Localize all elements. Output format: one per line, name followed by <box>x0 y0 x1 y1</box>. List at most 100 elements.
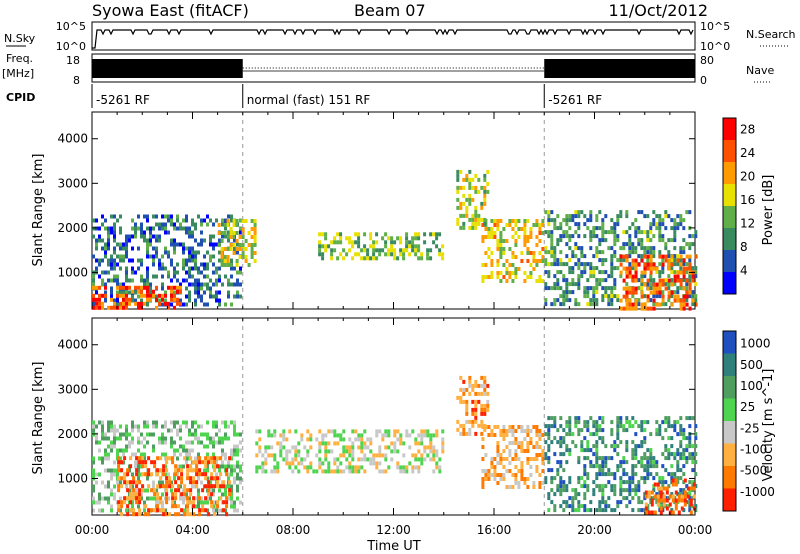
heat-cell <box>483 423 487 428</box>
heat-cell <box>146 242 149 247</box>
heat-cell <box>233 476 236 481</box>
heat-cell <box>514 231 518 235</box>
heat-cell <box>486 399 490 404</box>
heat-cell <box>580 428 584 433</box>
heat-cell <box>354 437 358 442</box>
heat-cell <box>487 477 491 481</box>
heat-cell <box>197 270 200 275</box>
velocity-colorbar-swatch <box>723 331 736 354</box>
heat-cell <box>673 424 677 429</box>
heat-cell <box>189 500 193 505</box>
heat-cell <box>117 488 121 493</box>
heat-cell <box>110 492 113 497</box>
heat-cell <box>637 302 641 307</box>
heat-cell <box>529 473 533 477</box>
heat-cell <box>171 484 175 489</box>
heat-cell <box>420 437 424 442</box>
x-tick-label: 00:00 <box>75 523 110 537</box>
heat-cell <box>541 461 545 465</box>
heat-cell <box>544 440 548 445</box>
heat-cell <box>523 481 527 485</box>
beam-title: Beam 07 <box>354 1 426 20</box>
heat-cell <box>220 255 224 259</box>
heat-cell <box>110 226 113 231</box>
heat-cell <box>128 301 131 306</box>
heat-cell <box>483 375 487 380</box>
heat-cell <box>679 222 683 227</box>
heat-cell <box>643 464 647 469</box>
heat-cell <box>550 262 554 267</box>
heat-cell <box>649 238 653 243</box>
heat-cell <box>170 444 173 449</box>
heat-cell <box>631 242 635 247</box>
heat-cell <box>685 270 689 275</box>
heat-cell <box>508 441 512 445</box>
heat-cell <box>682 258 686 263</box>
heat-cell <box>297 469 301 474</box>
heat-cell <box>423 240 427 245</box>
heat-cell <box>219 496 223 501</box>
heat-cell <box>637 424 641 429</box>
heat-cell <box>119 424 122 429</box>
heat-cell <box>688 234 692 239</box>
heat-cell <box>203 468 206 473</box>
heat-cell <box>140 289 143 294</box>
heat-cell <box>161 492 164 497</box>
heat-cell <box>357 437 361 442</box>
heat-cell <box>541 449 545 453</box>
heat-cell <box>646 472 650 477</box>
heat-cell <box>559 440 563 445</box>
heat-cell <box>203 218 206 223</box>
freq-trace <box>92 59 695 78</box>
heat-cell <box>294 449 298 454</box>
heat-cell <box>502 437 506 441</box>
heat-cell <box>137 305 140 310</box>
heat-cell <box>643 302 647 307</box>
heat-cell <box>514 255 518 259</box>
heat-cell <box>206 214 209 219</box>
heat-cell <box>634 472 638 477</box>
heat-cell <box>532 223 536 227</box>
heat-cell <box>149 226 152 231</box>
heat-cell <box>162 472 166 477</box>
heat-cell <box>125 278 128 283</box>
heat-cell <box>483 379 487 384</box>
heat-cell <box>141 460 145 465</box>
heat-cell <box>553 302 557 307</box>
heat-cell <box>541 457 545 461</box>
heat-cell <box>556 226 560 231</box>
velocity-colorbar-tick: 500 <box>740 358 763 372</box>
heat-cell <box>604 444 608 449</box>
heat-cell <box>176 270 179 275</box>
heat-cell <box>119 456 122 461</box>
heat-cell <box>499 235 503 239</box>
heat-cell <box>496 445 500 449</box>
heat-cell <box>670 444 674 449</box>
heat-cell <box>664 282 668 287</box>
y-tick-label: 4000 <box>57 338 88 352</box>
heat-cell <box>107 420 110 425</box>
heat-cell <box>233 480 236 485</box>
heat-cell <box>399 236 403 241</box>
heat-cell <box>189 512 193 517</box>
heat-cell <box>212 246 215 251</box>
heat-cell <box>547 214 551 219</box>
heat-cell <box>360 465 364 470</box>
heat-cell <box>659 510 663 515</box>
heat-cell <box>511 271 515 275</box>
heat-cell <box>664 468 668 473</box>
heat-cell <box>568 234 572 239</box>
heat-cell <box>613 508 617 513</box>
heat-cell <box>520 259 524 263</box>
heat-cell <box>110 266 113 271</box>
heat-cell <box>468 427 472 432</box>
heat-cell <box>667 266 671 271</box>
heat-cell <box>300 433 304 438</box>
heat-cell <box>179 424 182 429</box>
heat-cell <box>490 227 494 231</box>
heat-cell <box>613 254 617 259</box>
heat-cell <box>589 302 593 307</box>
heat-cell <box>456 205 460 210</box>
heat-cell <box>553 298 557 303</box>
heat-cell <box>194 290 197 295</box>
